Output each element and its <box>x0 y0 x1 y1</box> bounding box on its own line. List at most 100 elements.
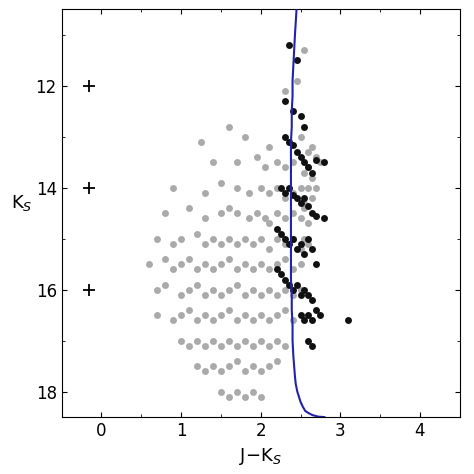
Point <box>309 194 316 202</box>
X-axis label: J$-$K$_S$: J$-$K$_S$ <box>239 446 282 466</box>
Point <box>265 143 273 151</box>
Point <box>301 194 308 202</box>
Point <box>201 240 209 247</box>
Point <box>273 311 281 319</box>
Point <box>285 138 292 146</box>
Point <box>185 204 193 212</box>
Point <box>289 158 296 166</box>
Point <box>313 184 320 191</box>
Point <box>281 235 288 243</box>
Point <box>257 311 264 319</box>
Point <box>241 311 248 319</box>
Point <box>217 367 225 375</box>
Point <box>313 212 320 219</box>
Point <box>233 388 241 395</box>
Point <box>273 235 281 243</box>
Point <box>154 235 161 243</box>
Point <box>225 306 233 314</box>
Point <box>241 367 248 375</box>
Point <box>281 194 288 202</box>
Point <box>285 281 292 288</box>
Point <box>177 337 185 345</box>
Point <box>293 77 301 85</box>
Point <box>209 362 217 370</box>
Point <box>201 311 209 319</box>
Point <box>297 215 304 222</box>
Point <box>320 215 328 222</box>
Point <box>297 133 304 141</box>
Point <box>217 388 225 395</box>
Point <box>305 311 312 319</box>
Point <box>305 337 312 345</box>
Point <box>177 261 185 268</box>
Point <box>313 156 320 164</box>
Point <box>265 245 273 253</box>
Point <box>245 215 253 222</box>
Point <box>301 46 308 54</box>
Point <box>225 393 233 401</box>
Point <box>161 255 169 263</box>
Point <box>154 311 161 319</box>
Point <box>289 189 296 197</box>
Point <box>257 367 264 375</box>
Point <box>217 261 225 268</box>
Point <box>265 265 273 273</box>
Point <box>265 317 273 324</box>
Point <box>257 184 264 191</box>
Point <box>217 210 225 217</box>
Point <box>273 337 281 345</box>
Point <box>309 296 316 304</box>
Point <box>209 158 217 166</box>
Point <box>193 230 201 237</box>
Point <box>209 235 217 243</box>
Point <box>241 235 248 243</box>
Point <box>313 306 320 314</box>
Point <box>169 317 177 324</box>
Point <box>305 235 312 243</box>
Point <box>289 235 296 243</box>
Point <box>233 342 241 350</box>
Point <box>177 311 185 319</box>
Point <box>225 337 233 345</box>
Point <box>233 210 241 217</box>
Point <box>257 393 264 401</box>
Point <box>249 388 256 395</box>
Point <box>293 245 301 253</box>
Point <box>289 108 296 115</box>
Point <box>301 123 308 130</box>
Point <box>193 337 201 345</box>
Point <box>289 286 296 293</box>
Point <box>233 158 241 166</box>
Point <box>301 235 308 243</box>
Point <box>285 41 292 49</box>
Point <box>201 342 209 350</box>
Point <box>309 317 316 324</box>
Point <box>193 281 201 288</box>
Point <box>313 154 320 161</box>
Point <box>309 342 316 350</box>
Point <box>289 265 296 273</box>
Point <box>305 164 312 171</box>
Point <box>225 123 233 130</box>
Point <box>289 210 296 217</box>
Point <box>305 219 312 227</box>
Point <box>277 184 284 191</box>
Point <box>201 367 209 375</box>
Point <box>241 337 248 345</box>
Point <box>241 133 248 141</box>
Point <box>281 276 288 283</box>
Y-axis label: K$_S$: K$_S$ <box>11 193 32 213</box>
Point <box>217 311 225 319</box>
Point <box>233 281 241 288</box>
Point <box>273 261 281 268</box>
Point <box>197 138 205 146</box>
Point <box>249 265 256 273</box>
Point <box>245 189 253 197</box>
Point <box>273 357 281 365</box>
Point <box>297 113 304 120</box>
Point <box>146 261 153 268</box>
Point <box>201 189 209 197</box>
Point <box>320 158 328 166</box>
Point <box>301 317 308 324</box>
Point <box>309 174 316 182</box>
